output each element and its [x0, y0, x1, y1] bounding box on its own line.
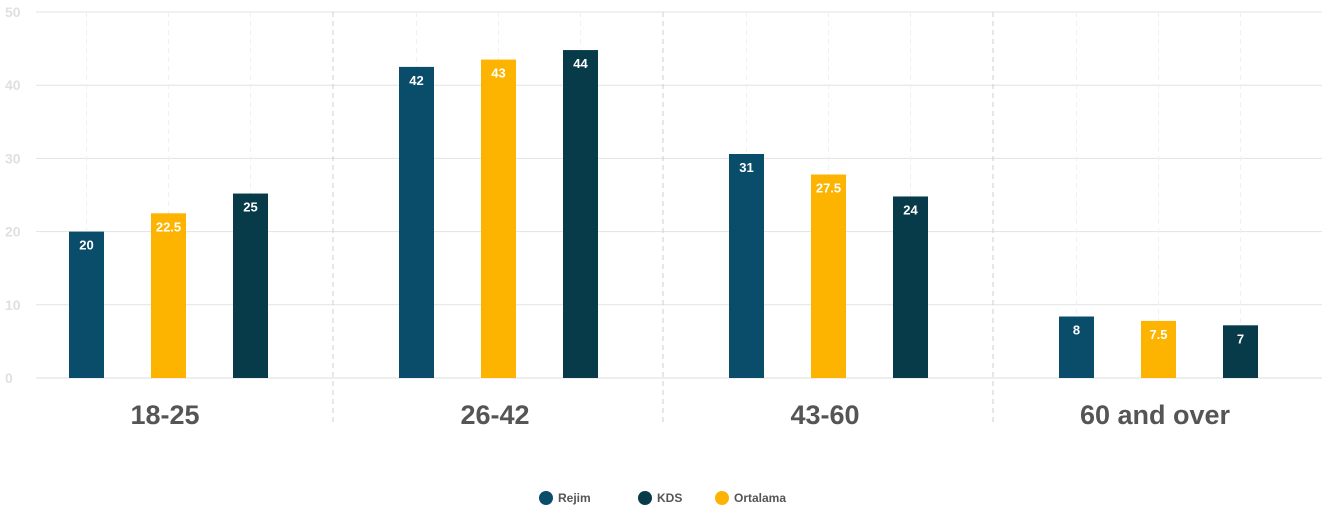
legend-marker — [539, 491, 553, 505]
bar-rejim-2 — [399, 66, 434, 379]
bar-rejim-4 — [1059, 316, 1094, 378]
bar-ortalama-4 — [1141, 320, 1176, 378]
y-tick-label: 0 — [5, 370, 13, 386]
y-axis-ticks: 0 10 20 30 40 50 — [5, 4, 21, 386]
bar-value-label: 20 — [79, 238, 93, 253]
bar-value-label: 22.5 — [156, 219, 181, 234]
bar-kds-2 — [563, 50, 598, 379]
bar-rejim-3 — [729, 154, 764, 378]
bars: 20 22.5 25 42 43 44 31 27.5 24 8 7.5 7 — [69, 50, 1258, 379]
bar-rejim-1 — [69, 231, 104, 378]
category-label: 26-42 — [460, 400, 529, 430]
bar-ortalama-2 — [481, 59, 516, 379]
legend-label: KDS — [657, 491, 682, 505]
legend-marker — [715, 491, 729, 505]
bar-value-label: 42 — [409, 73, 423, 88]
y-tick-label: 10 — [5, 297, 21, 313]
bar-value-label: 24 — [903, 202, 918, 217]
bar-ortalama-3 — [811, 174, 846, 378]
legend-label: Rejim — [558, 491, 591, 505]
bar-ortalama-1 — [151, 213, 186, 378]
y-tick-label: 40 — [5, 77, 21, 93]
bar-value-label: 7 — [1237, 331, 1244, 346]
legend-label: Ortalama — [734, 491, 786, 505]
category-label: 43-60 — [790, 400, 859, 430]
bar-value-label: 31 — [739, 160, 753, 175]
y-tick-label: 30 — [5, 150, 21, 166]
gridlines — [36, 11, 1322, 425]
category-labels: 18-25 26-42 43-60 60 and over — [130, 400, 1230, 430]
bar-value-label: 8 — [1073, 323, 1080, 338]
legend-marker — [638, 491, 652, 505]
category-label: 60 and over — [1080, 400, 1231, 430]
bar-kds-3 — [893, 196, 928, 378]
bar-value-label: 44 — [573, 56, 588, 71]
category-label: 18-25 — [130, 400, 199, 430]
bar-value-label: 25 — [243, 200, 257, 215]
y-tick-label: 50 — [5, 4, 21, 20]
bar-kds-1 — [233, 193, 268, 378]
y-tick-label: 20 — [5, 224, 21, 240]
bar-kds-4 — [1223, 325, 1258, 378]
bar-value-label: 7.5 — [1149, 327, 1167, 342]
bar-value-label: 27.5 — [816, 181, 841, 196]
legend: Rejim KDS Ortalama — [539, 491, 786, 505]
bar-value-label: 43 — [491, 66, 505, 81]
